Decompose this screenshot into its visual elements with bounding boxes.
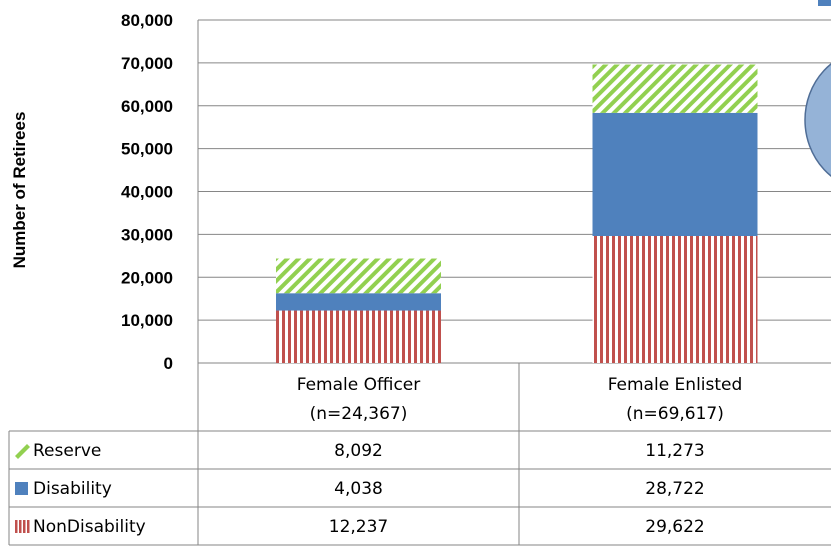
y-tick-label: 20,000 xyxy=(121,268,173,287)
legend-key-reserve xyxy=(15,444,30,459)
bar-segment-nondisability xyxy=(276,310,441,363)
y-tick-label: 70,000 xyxy=(121,54,173,73)
category-count-label: (n=24,367) xyxy=(310,404,408,424)
decorative-legend-swatch xyxy=(818,0,831,6)
bar-segment-reserve xyxy=(276,258,441,294)
bar-segment-disability xyxy=(592,112,758,236)
y-tick-labels: 0 10,000 20,000 30,000 40,000 50,000 60,000 70,… xyxy=(121,11,173,373)
bar-segment-nondisability xyxy=(592,235,758,363)
data-label: 12,237 xyxy=(329,517,388,537)
y-tick-label: 10,000 xyxy=(121,311,173,330)
row-label: NonDisability xyxy=(33,517,146,537)
bar-segment-disability xyxy=(276,293,441,311)
decorative-bubble xyxy=(804,63,831,177)
bar-segment-reserve xyxy=(592,64,758,113)
row-label: Reserve xyxy=(33,441,101,461)
row-label: Disability xyxy=(33,479,112,499)
data-label: 4,038 xyxy=(334,479,383,499)
y-tick-label: 40,000 xyxy=(121,183,173,202)
y-tick-label: 60,000 xyxy=(121,97,173,116)
category-count-label: (n=69,617) xyxy=(626,404,724,424)
data-label: 29,622 xyxy=(645,517,704,537)
category-label: Female Enlisted xyxy=(608,375,743,395)
data-label: 28,722 xyxy=(645,479,704,499)
category-label: Female Officer xyxy=(297,375,420,395)
y-tick-label: 0 xyxy=(164,354,173,373)
y-tick-label: 30,000 xyxy=(121,225,173,244)
y-axis-title: Number of Retirees xyxy=(10,112,29,269)
bars xyxy=(276,64,758,363)
data-label: 11,273 xyxy=(645,441,704,461)
data-label: 8,092 xyxy=(334,441,383,461)
legend-key-disability xyxy=(15,482,28,495)
data-table: Female Officer (n=24,367) Female Enlisted (… xyxy=(8,363,831,546)
y-tick-label: 50,000 xyxy=(121,140,173,159)
y-tick-label: 80,000 xyxy=(121,11,173,30)
legend-key-nondisability xyxy=(15,520,30,533)
